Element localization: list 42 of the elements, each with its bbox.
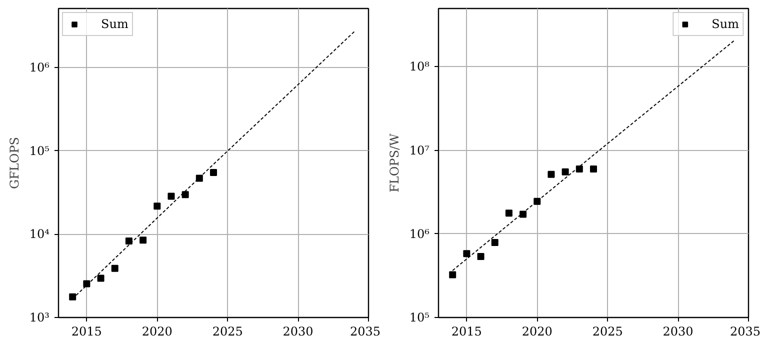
point <box>548 170 555 178</box>
y-tick-label: 10⁵ <box>29 144 50 158</box>
point <box>111 264 118 272</box>
x-tick-label: 2015 <box>451 324 482 338</box>
point <box>520 210 527 218</box>
x-tick-label: 2020 <box>142 324 172 338</box>
x-tick-label: 2035 <box>350 324 381 338</box>
x-tick-label: 2030 <box>662 324 694 338</box>
legend-label: Sum <box>712 17 739 31</box>
point <box>505 210 512 217</box>
point <box>576 165 583 172</box>
y-axis-title: FLOPS/W <box>387 132 402 192</box>
point <box>182 191 189 198</box>
point <box>463 250 470 258</box>
x-tick-label: 2025 <box>592 324 623 338</box>
point <box>140 236 147 244</box>
point <box>97 274 104 282</box>
point <box>168 192 175 200</box>
y-tick-label: 10³ <box>29 310 50 324</box>
point <box>491 238 498 246</box>
point <box>83 280 90 288</box>
y-axis-title: GFLOPS <box>7 136 22 190</box>
point <box>125 237 132 244</box>
point <box>69 293 76 300</box>
point <box>562 168 569 176</box>
x-tick-label: 2025 <box>212 324 243 338</box>
point <box>154 202 161 210</box>
y-tick-label: 10⁴ <box>29 227 50 242</box>
x-tick-label: 2015 <box>71 324 102 338</box>
point <box>477 252 484 260</box>
y-tick-label: 10⁷ <box>409 143 430 158</box>
y-tick-label: 10⁶ <box>29 60 50 74</box>
point <box>210 168 217 176</box>
x-tick-label: 2035 <box>730 324 760 338</box>
point <box>449 271 456 278</box>
y-tick-label: 10⁸ <box>409 60 430 74</box>
y-tick-label: 10⁶ <box>409 226 430 241</box>
y-tick-label: 10⁵ <box>409 310 430 324</box>
legend-label: Sum <box>101 17 128 31</box>
point <box>590 165 597 172</box>
x-tick-label: 2020 <box>522 324 552 338</box>
x-tick-label: 2030 <box>282 324 314 338</box>
